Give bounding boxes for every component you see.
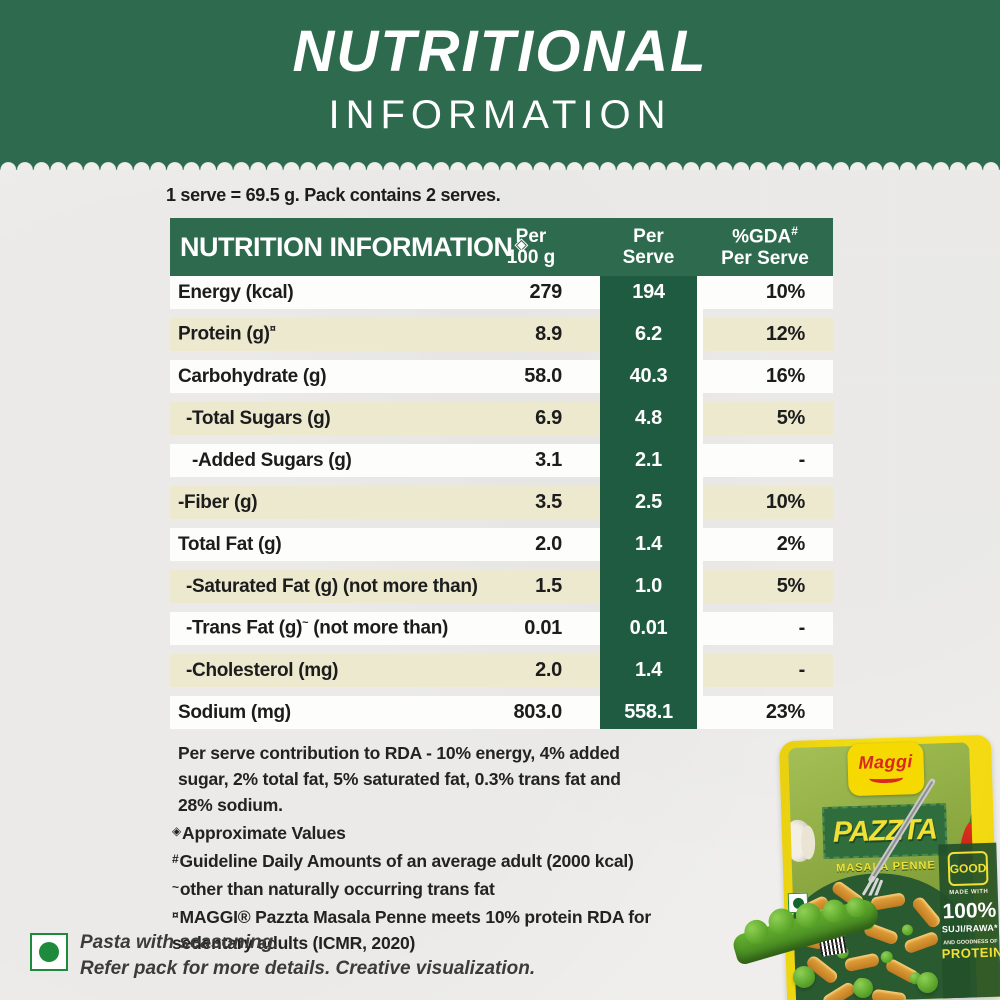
- value-per-100g: 803.0: [513, 701, 562, 723]
- value-per-100g: 58.0: [524, 365, 562, 387]
- garlic-graphic: [788, 819, 814, 863]
- table-row: -Total Sugars (g) 6.9 4.8 5%: [170, 402, 833, 435]
- suji-rawa-text: SUJI/RAWA*: [941, 922, 999, 935]
- product-pack-image: PAZZTA MASALA PENNE: [730, 726, 1000, 1000]
- protein-text: PROTEIN*: [941, 944, 1000, 962]
- column-separator: [697, 276, 703, 729]
- nutrition-table: NUTRITION INFORMATION ◈ Per 100 g Per Ser…: [170, 218, 833, 729]
- footnotes: Per serve contribution to RDA - 10% ener…: [172, 740, 772, 956]
- row-label: -Total Sugars (g): [186, 407, 331, 429]
- value-per-serve: 1.4: [635, 659, 662, 681]
- column-header-per-100g: Per 100 g: [506, 225, 556, 268]
- value-per-100g: 1.5: [535, 575, 562, 597]
- pack-claims-strip: GOOD MADE WITH 100% SUJI/RAWA* AND GOODN…: [938, 842, 1000, 999]
- value-per-serve: 2.1: [635, 449, 662, 471]
- value-per-serve: 558.1: [624, 701, 673, 723]
- good-badge: GOOD: [947, 850, 989, 887]
- value-per-serve: 2.5: [635, 491, 662, 513]
- value-gda-per-serve: 23%: [765, 701, 805, 723]
- row-label: -Saturated Fat (g) (not more than): [186, 575, 478, 597]
- table-row: Energy (kcal) 279 194 10%: [170, 276, 833, 309]
- value-gda-per-serve: -: [798, 449, 806, 471]
- table-row: -Added Sugars (g) 3.1 2.1 -: [170, 444, 833, 477]
- row-label: Protein (g)¤: [178, 323, 276, 345]
- row-label: -Trans Fat (g)~ (not more than): [186, 617, 449, 639]
- value-per-100g: 3.5: [535, 491, 562, 513]
- value-per-100g: 0.01: [524, 617, 562, 639]
- veg-symbol-icon: [30, 933, 68, 971]
- table-row: Sodium (mg) 803.0 558.1 23%: [170, 696, 833, 729]
- hash-symbol: #: [791, 224, 798, 239]
- value-per-serve: 0.01: [629, 617, 668, 639]
- footnote: Per serve contribution to RDA - 10% ener…: [178, 743, 621, 815]
- footnote: #Guideline Daily Amounts of an average a…: [172, 851, 634, 871]
- table-header: NUTRITION INFORMATION ◈ Per 100 g Per Ser…: [170, 218, 833, 276]
- value-per-100g: 8.9: [535, 323, 562, 345]
- value-per-serve: 1.0: [635, 575, 662, 597]
- column-header-gda: %GDA# Per Serve: [721, 224, 809, 269]
- veg-note: Pasta with seasoning. Refer pack for mor…: [30, 930, 535, 982]
- fork-icon: [862, 778, 936, 897]
- diamond-icon: ◈: [514, 233, 528, 254]
- serving-note: 1 serve = 69.5 g. Pack contains 2 serves…: [166, 185, 501, 205]
- value-gda-per-serve: 2%: [776, 533, 806, 555]
- table-row: -Trans Fat (g)~ (not more than) 0.01 0.01 -: [170, 612, 833, 645]
- pea-graphic: [793, 966, 815, 988]
- pct-text: 100%: [942, 898, 997, 924]
- per-serve-highlight-column: [600, 276, 697, 729]
- pack-body: PAZZTA MASALA PENNE: [778, 734, 1000, 1000]
- value-per-100g: 6.9: [535, 407, 562, 429]
- pack-front-panel: PAZZTA MASALA PENNE: [788, 742, 978, 1000]
- value-per-100g: 2.0: [535, 659, 562, 681]
- footnote: ~other than naturally occurring trans fa…: [172, 879, 495, 899]
- value-per-100g: 279: [529, 281, 563, 303]
- value-per-serve: 194: [632, 281, 665, 303]
- row-label: Carbohydrate (g): [178, 365, 327, 387]
- footnote: ◈Approximate Values: [172, 823, 346, 843]
- table-row: -Saturated Fat (g) (not more than) 1.5 1.0…: [170, 570, 833, 603]
- value-gda-per-serve: 16%: [765, 365, 805, 387]
- value-gda-per-serve: -: [798, 659, 806, 681]
- table-title-text: NUTRITION INFORMATION: [180, 231, 513, 262]
- column-header-per-serve: Per Serve: [622, 225, 675, 268]
- value-per-serve: 1.4: [635, 533, 662, 555]
- table-body: Energy (kcal) 279 194 10% Protein (g)¤ 8.9 6.2…: [170, 276, 833, 729]
- value-gda-per-serve: 5%: [776, 575, 806, 597]
- pea-graphic: [853, 978, 873, 998]
- page-subtitle: INFORMATION: [328, 93, 672, 137]
- pea-graphic: [917, 972, 938, 993]
- value-gda-per-serve: 12%: [765, 323, 805, 345]
- veg-note-text: Pasta with seasoning. Refer pack for mor…: [80, 932, 536, 979]
- row-label: Sodium (mg): [178, 701, 291, 723]
- row-label: -Added Sugars (g): [192, 449, 352, 471]
- footnote: ¤MAGGI® Pazzta Masala Penne meets 10% pr…: [172, 907, 652, 953]
- value-gda-per-serve: 10%: [765, 281, 805, 303]
- row-label: -Fiber (g): [178, 491, 258, 513]
- row-label: Energy (kcal): [178, 281, 294, 303]
- value-per-100g: 2.0: [535, 533, 562, 555]
- table-row: Total Fat (g) 2.0 1.4 2%: [170, 528, 833, 561]
- table-row: Carbohydrate (g) 58.0 40.3 16%: [170, 360, 833, 393]
- row-label: Total Fat (g): [178, 533, 282, 555]
- value-gda-per-serve: 10%: [765, 491, 805, 513]
- made-with-text: MADE WITH: [949, 888, 989, 897]
- table-title: NUTRITION INFORMATION ◈: [170, 232, 528, 263]
- page-title: NUTRITIONAL: [292, 19, 708, 84]
- table-row: Protein (g)¤ 8.9 6.2 12%: [170, 318, 833, 351]
- value-per-serve: 4.8: [635, 407, 662, 429]
- scallop-edge: [0, 152, 1000, 170]
- value-per-serve: 6.2: [635, 323, 662, 345]
- table-row: -Fiber (g) 3.5 2.5 10%: [170, 486, 833, 519]
- value-gda-per-serve: 5%: [776, 407, 806, 429]
- row-label: -Cholesterol (mg): [186, 659, 339, 681]
- banner: NUTRITIONAL INFORMATION: [0, 0, 1000, 152]
- table-row: -Cholesterol (mg) 2.0 1.4 -: [170, 654, 833, 687]
- value-gda-per-serve: -: [798, 617, 806, 639]
- value-per-serve: 40.3: [629, 365, 668, 387]
- value-per-100g: 3.1: [535, 449, 562, 471]
